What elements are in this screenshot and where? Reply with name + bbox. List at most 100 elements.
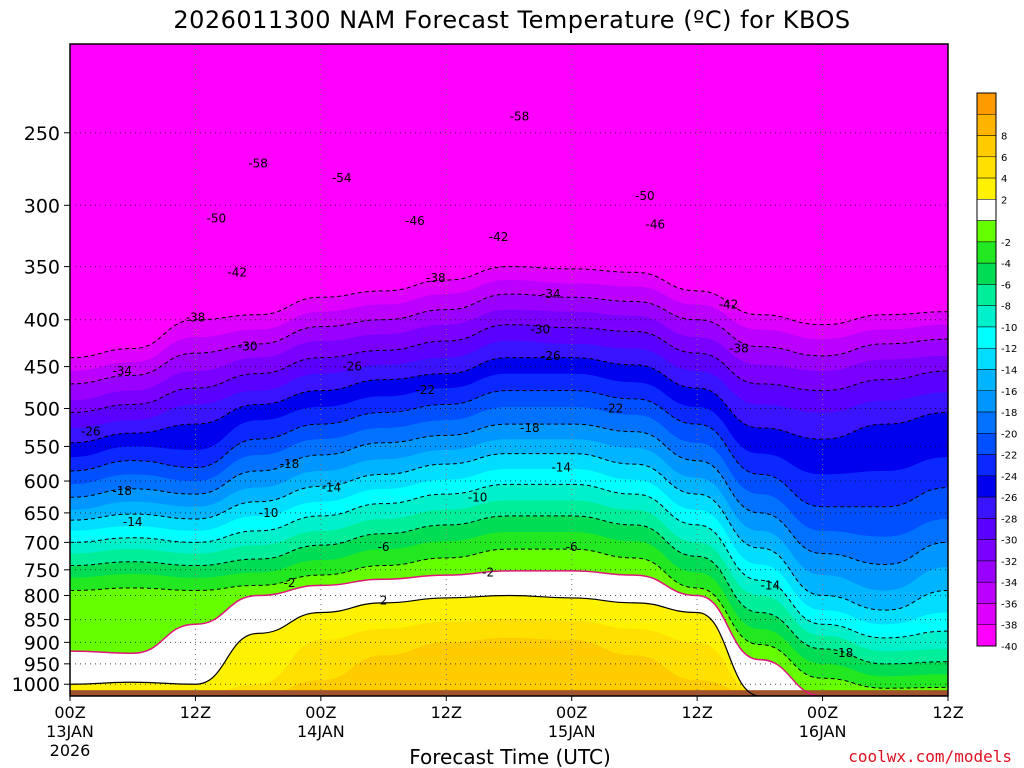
contour-label: -30 — [531, 323, 551, 337]
contour-label: -10 — [259, 506, 279, 520]
chart-title: 2026011300 NAM Forecast Temperature (ºC)… — [173, 6, 851, 34]
x-tick-label: 00Z — [305, 703, 336, 722]
legend-label: 6 — [1001, 153, 1007, 164]
color-legend: 8 6 4 2 -2 -4 -6 -8 -10 -12 -14 -16 -18 -20 -22 -24 -26 -… — [976, 92, 1017, 653]
x-tick-date: 16JAN — [799, 722, 847, 741]
y-tick-label: 750 — [24, 560, 60, 582]
contour-label: -26 — [81, 425, 101, 439]
legend-swatch — [976, 475, 997, 498]
legend-swatch — [976, 624, 997, 647]
contour-label: -14 — [761, 578, 781, 592]
contour-line-0 — [70, 266, 948, 359]
legend-swatch — [976, 262, 997, 285]
contour-label: -46 — [646, 218, 666, 232]
contour-line-18 — [70, 548, 948, 689]
legend-label: -38 — [1001, 621, 1017, 632]
legend-label: 2 — [1001, 195, 1007, 206]
legend-swatch — [976, 369, 997, 392]
contour-label: -18 — [112, 484, 132, 498]
y-tick-label: 700 — [24, 532, 60, 554]
y-tick-label: 850 — [24, 610, 60, 632]
y-tick-label: 900 — [24, 632, 60, 654]
legend-label: -12 — [1001, 344, 1017, 355]
contour-label: -6 — [378, 540, 390, 554]
legend-label: -36 — [1001, 599, 1017, 610]
contour-label: -42 — [489, 230, 509, 244]
legend-swatch — [976, 603, 997, 625]
legend-label: -18 — [1001, 408, 1017, 419]
contour-line-14 — [70, 483, 948, 639]
legend-swatch — [976, 347, 997, 370]
y-tick-label: 550 — [24, 436, 60, 458]
contour-label: -38 — [186, 311, 206, 325]
legend-swatch — [976, 177, 997, 200]
legend-label: 4 — [1001, 174, 1007, 185]
y-tick-label: 800 — [24, 585, 60, 607]
legend-label: -14 — [1001, 366, 1017, 377]
contour-label: -6 — [566, 540, 578, 554]
legend-swatch — [976, 241, 997, 264]
y-axis: 2503003504004505005506006507007508008509… — [12, 123, 70, 696]
contour-label: -42 — [719, 298, 739, 312]
contour-label: -22 — [416, 383, 436, 397]
legend-swatch — [976, 220, 997, 243]
contour-line-8 — [70, 390, 948, 508]
x-tick-date: 14JAN — [297, 722, 345, 741]
legend-frame — [976, 92, 997, 647]
y-tick-label: 450 — [24, 357, 60, 379]
plot-frame — [69, 43, 949, 697]
contour-label: -14 — [551, 461, 571, 475]
contour-label: -18 — [520, 421, 540, 435]
y-tick-label: 950 — [24, 654, 60, 676]
legend-label: -30 — [1001, 536, 1017, 547]
contour-line-16 — [70, 515, 948, 665]
contour-labels: -58 -54 -58 -50 -46 -42 -50 -46 -42 -38 -34 -42 -38 -… — [81, 110, 853, 661]
contour-label: -26 — [541, 349, 561, 363]
warm-contour — [70, 594, 948, 696]
contour-line-4 — [70, 324, 948, 413]
contour-label: -22 — [604, 402, 624, 416]
grid-lines — [70, 44, 948, 696]
y-tick-label: 500 — [24, 399, 60, 421]
legend-swatch — [976, 560, 997, 583]
legend-swatch — [976, 390, 997, 413]
contour-label: -54 — [332, 171, 352, 185]
legend-swatch — [976, 433, 997, 455]
legend-label: -6 — [1001, 280, 1011, 291]
legend-label: -40 — [1001, 642, 1017, 653]
contour-label: -38 — [426, 271, 446, 285]
legend-swatch — [976, 199, 997, 221]
contour-label: -2 — [284, 576, 296, 590]
terrain-strip — [70, 690, 948, 696]
contour-lines — [70, 266, 948, 696]
legend-swatch — [976, 92, 997, 115]
contour-label: -14 — [322, 481, 342, 495]
legend-label: -28 — [1001, 514, 1017, 525]
contour-label: -34 — [541, 287, 561, 301]
legend-swatch — [976, 581, 997, 604]
y-tick-label: 1000 — [12, 674, 60, 696]
x-tick-label: 12Z — [932, 703, 963, 722]
legend-label: -8 — [1001, 302, 1011, 313]
legend-label: -16 — [1001, 387, 1017, 398]
legend-swatch — [976, 326, 997, 349]
contour-label: -18 — [834, 646, 854, 660]
x-tick-label: 12Z — [180, 703, 211, 722]
legend-label: -24 — [1001, 472, 1017, 483]
y-tick-label: 400 — [24, 310, 60, 332]
temperature-band-22 — [70, 637, 948, 696]
legend-swatch — [976, 518, 997, 540]
x-axis-label: Forecast Time (UTC) — [409, 745, 611, 768]
credit-text: coolwx.com/models — [848, 747, 1012, 766]
contour-label: -26 — [342, 360, 362, 374]
contour-label: -58 — [248, 156, 268, 170]
legend-swatch — [976, 135, 997, 158]
y-tick-label: 350 — [24, 257, 60, 279]
x-tick-label: 00Z — [807, 703, 838, 722]
freezing-contour — [70, 570, 948, 696]
x-tick-label: 12Z — [681, 703, 712, 722]
legend-label: -22 — [1001, 451, 1017, 462]
legend-swatch — [976, 539, 997, 562]
contour-line-10 — [70, 423, 948, 565]
